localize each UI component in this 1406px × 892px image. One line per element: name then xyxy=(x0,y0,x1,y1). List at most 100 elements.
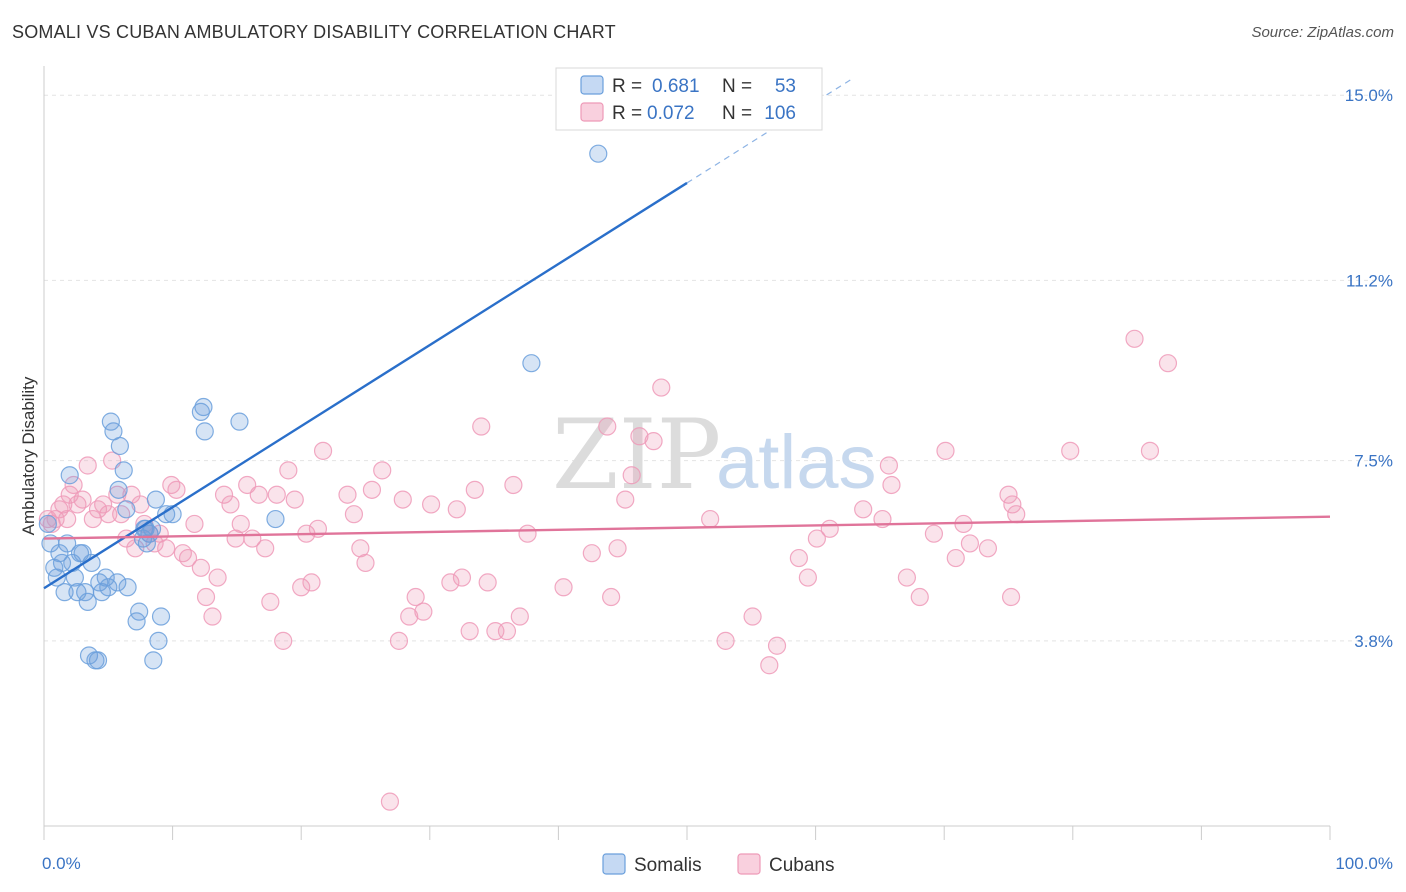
point-cuban xyxy=(447,500,466,519)
bottom-legend-swatch-cubans xyxy=(737,853,761,875)
legend-n-label-cubans: N = xyxy=(722,103,752,124)
point-cuban xyxy=(598,417,617,436)
point-somali xyxy=(130,602,149,621)
point-cuban xyxy=(441,573,460,592)
point-cuban xyxy=(978,539,998,558)
point-cuban xyxy=(924,524,944,543)
point-somali xyxy=(117,500,136,519)
point-cuban xyxy=(946,548,965,568)
y-axis-label: Ambulatory Disability xyxy=(19,376,38,535)
legend-n-label-somalis: N = xyxy=(722,76,752,97)
point-cuban xyxy=(112,505,131,524)
point-cuban xyxy=(879,456,899,475)
point-somali xyxy=(52,553,72,573)
point-somali xyxy=(230,412,249,431)
point-cuban xyxy=(820,519,839,538)
point-cuban xyxy=(313,441,333,460)
point-cuban xyxy=(630,427,649,446)
point-cuban xyxy=(452,568,472,587)
watermark-zip: ZIP xyxy=(552,399,721,511)
point-somali xyxy=(144,651,163,670)
point-cuban xyxy=(465,480,484,499)
point-cuban xyxy=(582,544,601,563)
grid xyxy=(44,94,1394,642)
point-cuban xyxy=(238,475,257,495)
point-cuban xyxy=(292,578,311,597)
point-somali xyxy=(194,397,213,417)
axes xyxy=(43,66,1331,840)
point-cuban xyxy=(767,636,787,655)
legend-r-value-cubans: 0.072 xyxy=(647,103,695,124)
point-cuban xyxy=(389,631,409,650)
page-title: SOMALI VS CUBAN AMBULATORY DISABILITY CO… xyxy=(12,22,616,42)
point-cuban xyxy=(400,607,419,626)
point-cuban xyxy=(54,495,73,514)
point-cuban xyxy=(602,587,621,607)
point-cuban xyxy=(145,534,164,553)
point-cuban xyxy=(1158,354,1178,373)
point-cuban xyxy=(356,553,375,573)
point-somali xyxy=(88,651,108,670)
point-cuban xyxy=(99,505,118,524)
bottom-legend-label-cubans: Cubans xyxy=(769,855,835,876)
point-somali xyxy=(109,480,128,499)
watermark-atlas: atlas xyxy=(716,420,877,505)
point-cuban xyxy=(652,378,671,397)
point-somali xyxy=(60,466,79,485)
point-cuban xyxy=(249,485,268,504)
point-cuban xyxy=(1125,329,1144,348)
data-points xyxy=(38,144,1178,811)
point-cuban xyxy=(279,461,298,480)
bottom-legend-label-somalis: Somalis xyxy=(634,855,702,876)
point-cuban xyxy=(798,568,817,587)
point-cuban xyxy=(173,544,192,563)
point-cuban xyxy=(897,568,917,587)
point-cuban xyxy=(214,485,234,504)
point-cuban xyxy=(221,495,240,514)
point-cuban xyxy=(208,568,227,587)
point-cuban xyxy=(191,558,210,577)
point-cuban xyxy=(73,490,92,509)
point-cuban xyxy=(285,490,304,509)
point-cuban xyxy=(910,587,929,607)
x-tick-label-min: 0.0% xyxy=(42,854,81,873)
point-somali xyxy=(38,514,57,534)
point-cuban xyxy=(999,485,1018,504)
source-label: Source: ZipAtlas.com xyxy=(1251,24,1394,41)
y-tick-labels: 3.8% 7.5% 11.2% 15.0% xyxy=(1345,86,1393,651)
point-cuban xyxy=(373,461,392,480)
point-cuban xyxy=(518,524,537,543)
point-cuban xyxy=(789,548,808,568)
legend-swatch-cubans xyxy=(580,102,604,122)
point-cuban xyxy=(460,622,479,641)
point-cuban xyxy=(68,495,87,514)
point-somali xyxy=(146,490,165,509)
point-cuban xyxy=(936,441,955,460)
point-somali xyxy=(110,436,129,456)
point-cuban xyxy=(78,456,97,475)
point-cuban xyxy=(362,480,382,499)
point-somali xyxy=(266,509,285,529)
point-cuban xyxy=(162,475,181,495)
point-somali xyxy=(114,461,133,480)
point-somali xyxy=(108,573,127,592)
point-cuban xyxy=(256,539,275,558)
point-somali xyxy=(78,592,97,611)
point-cuban xyxy=(196,587,216,607)
point-cuban xyxy=(622,466,641,485)
point-cuban xyxy=(167,480,186,499)
point-cuban xyxy=(58,509,77,529)
point-cuban xyxy=(178,548,198,568)
point-cuban xyxy=(1140,441,1160,460)
point-cuban xyxy=(1003,495,1022,514)
point-cuban xyxy=(472,417,491,436)
point-cuban xyxy=(267,485,286,504)
point-cuban xyxy=(1001,587,1021,607)
legend-r-label-somalis: R = xyxy=(612,76,642,97)
point-cuban xyxy=(608,539,627,558)
point-cuban xyxy=(882,475,901,495)
point-cuban xyxy=(126,539,145,558)
y-tick-label: 15.0% xyxy=(1345,86,1393,105)
legend-r-value-somalis: 0.681 xyxy=(652,76,700,97)
trend-line-somalis xyxy=(43,181,688,590)
